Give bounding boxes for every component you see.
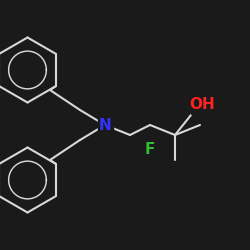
Bar — [191, 96, 214, 114]
Bar — [143, 142, 157, 158]
Bar — [98, 116, 112, 134]
Text: OH: OH — [190, 98, 216, 112]
Text: N: N — [98, 118, 112, 132]
Text: F: F — [145, 142, 155, 158]
